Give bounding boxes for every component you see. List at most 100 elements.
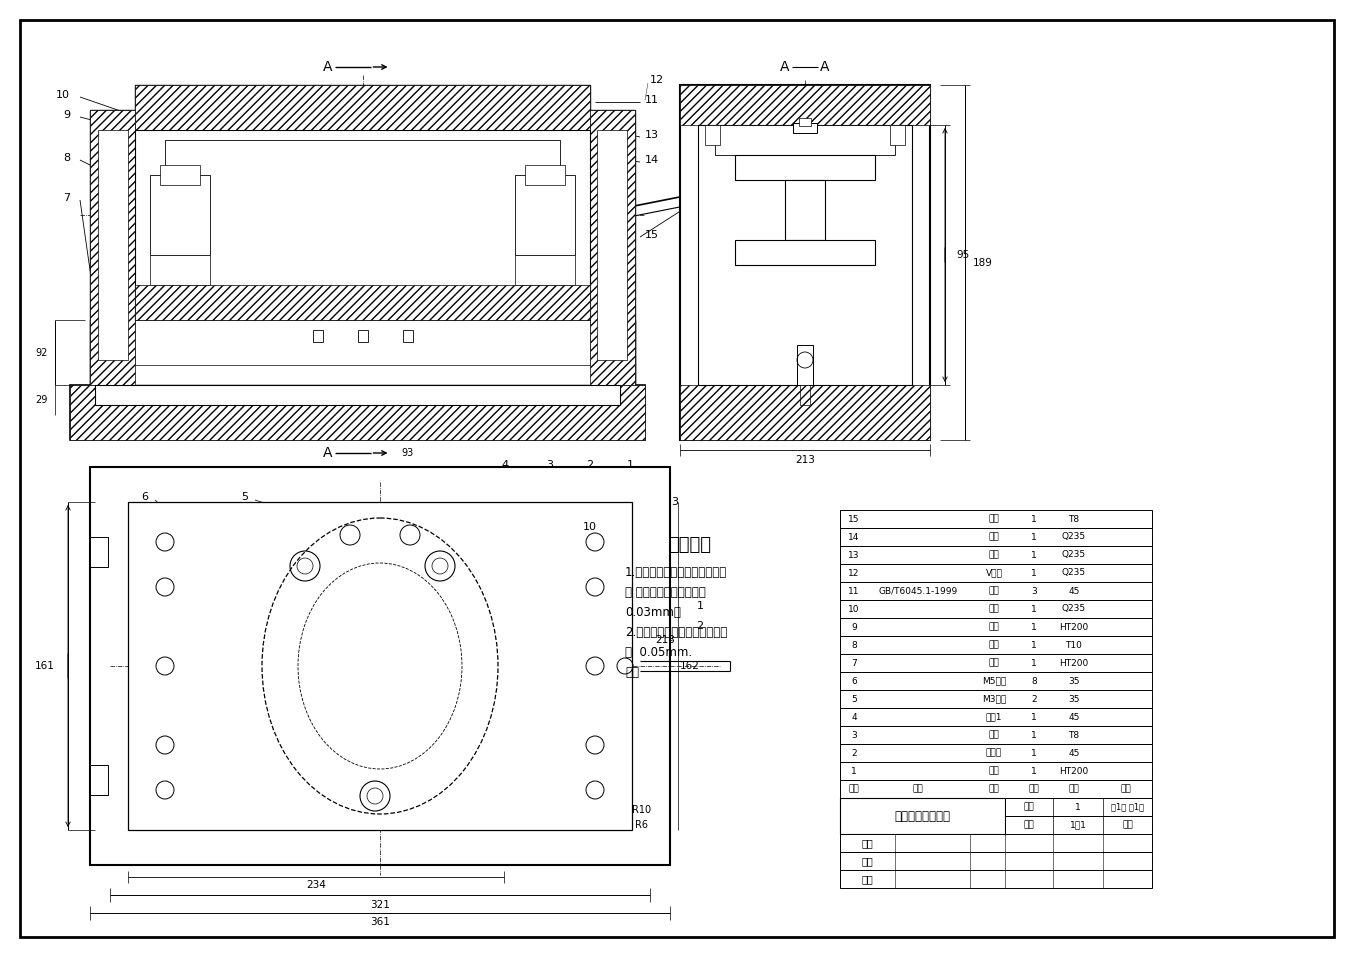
Text: 连接座夹具总装图: 连接座夹具总装图 <box>895 810 951 822</box>
Text: 连杆: 连杆 <box>988 532 999 542</box>
Bar <box>150 255 210 285</box>
Text: 6: 6 <box>852 677 857 685</box>
Bar <box>590 110 635 385</box>
Text: 93: 93 <box>401 448 413 458</box>
Bar <box>839 636 1152 654</box>
Text: 9: 9 <box>62 110 70 120</box>
Text: 234: 234 <box>306 880 326 890</box>
Bar <box>785 180 825 240</box>
Bar <box>402 330 413 342</box>
Bar <box>839 564 1152 582</box>
Text: 2: 2 <box>852 748 857 758</box>
Text: 1: 1 <box>1075 803 1080 812</box>
Text: 5: 5 <box>241 492 249 502</box>
Text: 1：1: 1：1 <box>1070 820 1086 830</box>
Text: A: A <box>780 60 789 74</box>
Text: 35: 35 <box>1068 677 1079 685</box>
Bar <box>839 690 1152 708</box>
Text: 4: 4 <box>501 460 509 470</box>
Bar <box>89 765 108 795</box>
Text: 6: 6 <box>142 492 149 502</box>
Bar <box>160 165 200 185</box>
Text: 1.三个钻套的轴线与夹具体的地: 1.三个钻套的轴线与夹具体的地 <box>626 567 727 580</box>
Text: 45: 45 <box>1068 748 1079 758</box>
Text: 序号: 序号 <box>849 785 860 793</box>
Text: 10: 10 <box>848 605 860 613</box>
Text: T10: T10 <box>1066 640 1082 650</box>
Text: ．．: ．． <box>626 666 639 679</box>
Text: A: A <box>322 446 332 460</box>
Bar <box>165 140 561 320</box>
Text: 1: 1 <box>627 460 634 470</box>
Bar <box>839 852 1152 870</box>
Text: R10: R10 <box>632 805 651 815</box>
Text: HT200: HT200 <box>1059 622 1089 632</box>
Bar <box>597 130 627 360</box>
Bar <box>839 618 1152 636</box>
Text: 1: 1 <box>1032 713 1037 722</box>
Bar <box>135 85 590 130</box>
Text: A: A <box>322 60 332 74</box>
Text: 14: 14 <box>645 155 659 165</box>
Text: V形块: V形块 <box>986 568 1002 577</box>
Text: 备注: 备注 <box>1121 785 1132 793</box>
Bar <box>715 125 895 155</box>
Text: 29: 29 <box>35 395 47 405</box>
Text: 161: 161 <box>35 661 56 671</box>
Bar <box>800 385 810 405</box>
Bar <box>89 110 135 385</box>
Text: 92: 92 <box>35 348 47 358</box>
Text: 8: 8 <box>852 640 857 650</box>
Text: 1: 1 <box>1032 640 1037 650</box>
Bar <box>839 672 1152 690</box>
Text: 名称: 名称 <box>988 785 999 793</box>
Text: 共1张 第1张: 共1张 第1张 <box>1112 803 1144 812</box>
Bar <box>799 118 811 126</box>
Text: T8: T8 <box>1068 730 1079 740</box>
Text: 件数: 件数 <box>1024 803 1034 812</box>
Text: A: A <box>821 60 830 74</box>
Text: 9: 9 <box>852 622 857 632</box>
Text: 12: 12 <box>849 568 860 577</box>
Text: 11: 11 <box>645 95 659 105</box>
Text: M3螺钉: M3螺钉 <box>982 695 1006 703</box>
Text: Q235: Q235 <box>1062 568 1086 577</box>
Text: 于  0.05mm.: 于 0.05mm. <box>626 647 692 659</box>
Text: 12: 12 <box>650 75 663 85</box>
Text: 描图: 描图 <box>861 856 873 866</box>
Text: 绘图: 绘图 <box>861 838 873 848</box>
Text: 审核: 审核 <box>861 874 873 884</box>
Text: Q235: Q235 <box>1062 550 1086 560</box>
Text: 11: 11 <box>848 587 860 595</box>
Text: 1: 1 <box>1032 550 1037 560</box>
Text: 95: 95 <box>956 250 969 260</box>
Bar <box>839 834 1152 852</box>
Text: 15: 15 <box>645 230 659 240</box>
Text: 2: 2 <box>696 621 704 631</box>
Text: 技术要求: 技术要求 <box>669 536 711 554</box>
Bar <box>135 320 590 365</box>
Bar <box>680 385 930 440</box>
Text: 3: 3 <box>547 460 554 470</box>
Bar <box>135 130 590 320</box>
Text: 件数: 件数 <box>1029 785 1040 793</box>
Text: 2: 2 <box>1032 695 1037 703</box>
Text: 15: 15 <box>848 515 860 523</box>
Text: 比例: 比例 <box>1024 820 1034 830</box>
Text: 45: 45 <box>1068 587 1079 595</box>
Text: 代号: 代号 <box>913 785 923 793</box>
Bar <box>699 125 913 385</box>
Text: 162: 162 <box>680 661 700 671</box>
Bar <box>357 330 367 342</box>
Text: 1: 1 <box>1032 730 1037 740</box>
Text: 材料: 材料 <box>1068 785 1079 793</box>
Text: 10: 10 <box>56 90 70 100</box>
Bar <box>735 240 875 265</box>
Bar <box>70 385 645 440</box>
Text: 连杆1: 连杆1 <box>986 713 1002 722</box>
Text: 质量: 质量 <box>1122 820 1133 830</box>
Text: 361: 361 <box>370 917 390 927</box>
Bar <box>89 537 108 567</box>
Bar <box>839 528 1152 546</box>
Bar <box>1005 816 1152 834</box>
